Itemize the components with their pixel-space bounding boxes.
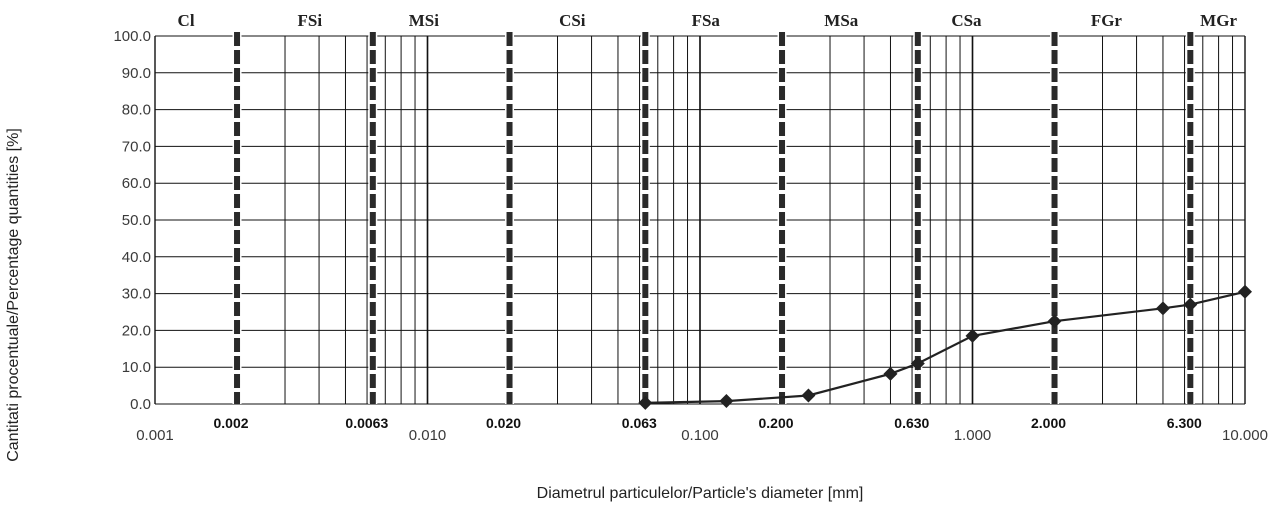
data-point [1183,297,1198,312]
y-tick-label: 10.0 [122,359,151,376]
y-tick-label: 100.0 [113,28,151,45]
y-tick-label: 80.0 [122,102,151,119]
fraction-label: FSa [692,11,721,30]
fraction-boundaries [232,32,1195,404]
fraction-label: CSa [951,11,982,30]
x-tick-label: 0.001 [136,427,174,444]
boundary-label: 0.630 [894,415,929,431]
boundary-label: 2.000 [1031,415,1066,431]
data-point [1238,284,1252,299]
fraction-label: MSi [409,11,440,30]
fraction-label: MGr [1200,11,1237,30]
fraction-label: Cl [178,11,195,30]
y-tick-label: 40.0 [122,249,151,266]
x-tick-label: 1.000 [954,427,992,444]
data-point [883,366,898,381]
y-tick-label: 60.0 [122,175,151,192]
boundary-label: 0.200 [759,415,794,431]
boundary-label: 6.300 [1167,415,1202,431]
data-point [638,395,653,410]
fraction-label: CSi [559,11,586,30]
data-point [801,388,816,403]
y-tick-label: 90.0 [122,65,151,82]
data-point [1047,314,1062,329]
data-point [910,356,925,371]
x-tick-label: 0.010 [409,427,447,444]
grid [154,35,1246,405]
boundary-label: 0.002 [214,415,249,431]
y-tick-label: 70.0 [122,138,151,155]
y-axis-label: Cantitati procentuale/Percentage quantit… [5,128,22,462]
y-tick-label: 0.0 [130,396,151,413]
fraction-label: FGr [1091,11,1123,30]
boundary-label: 0.0063 [345,415,388,431]
fraction-label: FSi [298,11,323,30]
boundary-label: 0.020 [486,415,521,431]
data-point [1155,301,1170,316]
y-tick-label: 30.0 [122,286,151,303]
data-point [965,328,980,343]
chart-labels: 0.0 10.0 20.0 30.0 40.0 50.0 60.0 70.0 80.0 90.0 1… [113,11,1267,444]
series-line [645,290,1246,404]
fraction-label: MSa [824,11,859,30]
x-tick-label: 0.100 [681,427,719,444]
grading-curve [638,284,1252,410]
y-tick-label: 50.0 [122,212,151,229]
data-point [719,394,734,409]
y-tick-label: 20.0 [122,322,151,339]
boundary-label: 0.063 [622,415,657,431]
x-tick-label: 10.000 [1222,427,1268,444]
x-axis-label: Diametrul particulelor/Particle's diamet… [537,485,864,502]
